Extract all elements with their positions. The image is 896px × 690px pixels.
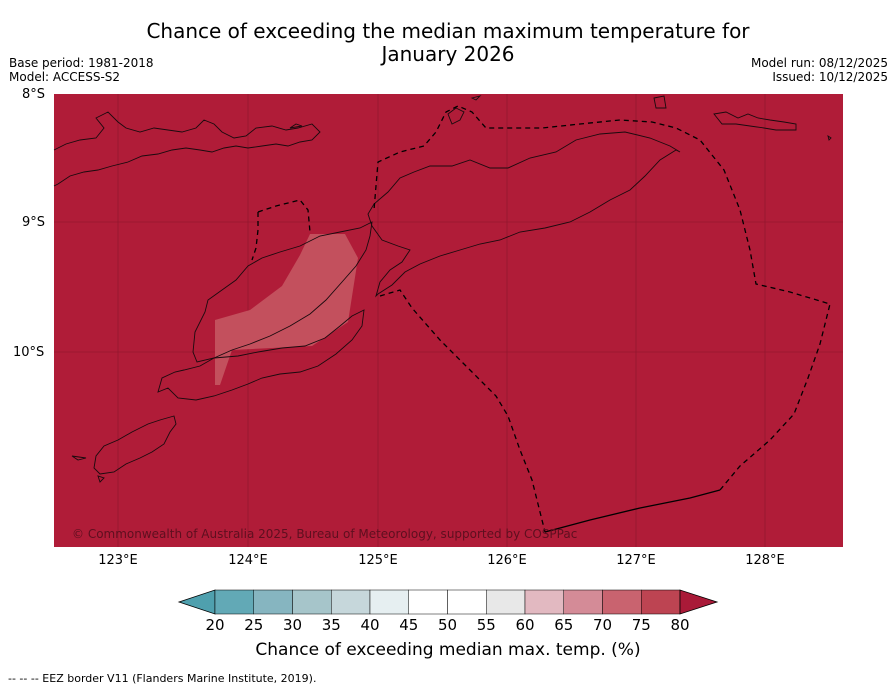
lon-label-126e: 126°E (487, 553, 527, 568)
colorbar-tick-label: 35 (321, 616, 341, 634)
colorbar-bin (214, 589, 254, 615)
coastlines (53, 95, 832, 483)
issued-date: Issued: 10/12/2025 (772, 70, 888, 84)
lat-label-9s: 9°S (22, 215, 46, 230)
colorbar-tick-label: 60 (515, 616, 535, 634)
eez-border (251, 105, 831, 533)
base-period: Base period: 1981-2018 (9, 56, 154, 70)
copyright-notice: © Commonwealth of Australia 2025, Bureau… (72, 527, 577, 541)
colorbar-tick-label: 40 (360, 616, 380, 634)
colorbar-bin (486, 589, 526, 615)
lon-label-123e: 123°E (98, 553, 138, 568)
colorbar-tick-label: 30 (282, 616, 303, 634)
colorbar-label: Chance of exceeding median max. temp. (%… (255, 640, 641, 660)
eez-legend-footer: -- -- -- EEZ border V11 (Flanders Marine… (8, 672, 317, 685)
model-run: Model run: 08/12/2025 (750, 56, 888, 70)
colorbar-tick-label: 70 (592, 616, 613, 634)
colorbar-tick-label: 20 (205, 616, 225, 634)
colorbar-tick-label: 50 (437, 616, 458, 634)
lon-label-125e: 125°E (358, 553, 398, 568)
colorbar-tick-label: 25 (244, 616, 264, 634)
lon-label-124e: 124°E (228, 553, 268, 568)
map-background (54, 94, 843, 547)
colorbar (177, 589, 719, 615)
colorbar-bin (563, 589, 603, 615)
colorbar-bin (331, 589, 371, 615)
title-line-1: Chance of exceeding the median maximum t… (146, 19, 750, 43)
colorbar-bin (369, 589, 409, 615)
colorbar-under-arrow (177, 589, 216, 615)
colorbar-tick-label: 80 (670, 616, 690, 634)
lat-label-10s: 10°S (13, 345, 45, 360)
colorbar-bin (524, 589, 564, 615)
colorbar-bin (253, 589, 293, 615)
colorbar-tick-label: 65 (554, 616, 574, 634)
lon-label-128e: 128°E (745, 553, 785, 568)
model-name: Model: ACCESS-S2 (9, 70, 121, 84)
colorbar-bin (447, 589, 487, 615)
colorbar-bin (408, 589, 448, 615)
colorbar-bin (602, 589, 642, 615)
title-line-2: January 2026 (381, 42, 515, 66)
colorbar-tick-label: 45 (399, 616, 419, 634)
colorbar-over-arrow (679, 589, 719, 615)
colorbar-bin (641, 589, 681, 615)
lat-label-8s: 8°S (22, 87, 46, 102)
colorbar-bin (292, 589, 332, 615)
map-title: Chance of exceeding the median maximum t… (0, 20, 896, 66)
meta-right: Model run: 08/12/2025 Issued: 10/12/2025 (751, 56, 888, 84)
meta-left: Base period: 1981-2018 Model: ACCESS-S2 (9, 56, 154, 84)
anomaly-patch (215, 234, 358, 385)
colorbar-tick-label: 55 (476, 616, 496, 634)
colorbar-tick-label: 75 (631, 616, 651, 634)
lon-label-127e: 127°E (616, 553, 656, 568)
